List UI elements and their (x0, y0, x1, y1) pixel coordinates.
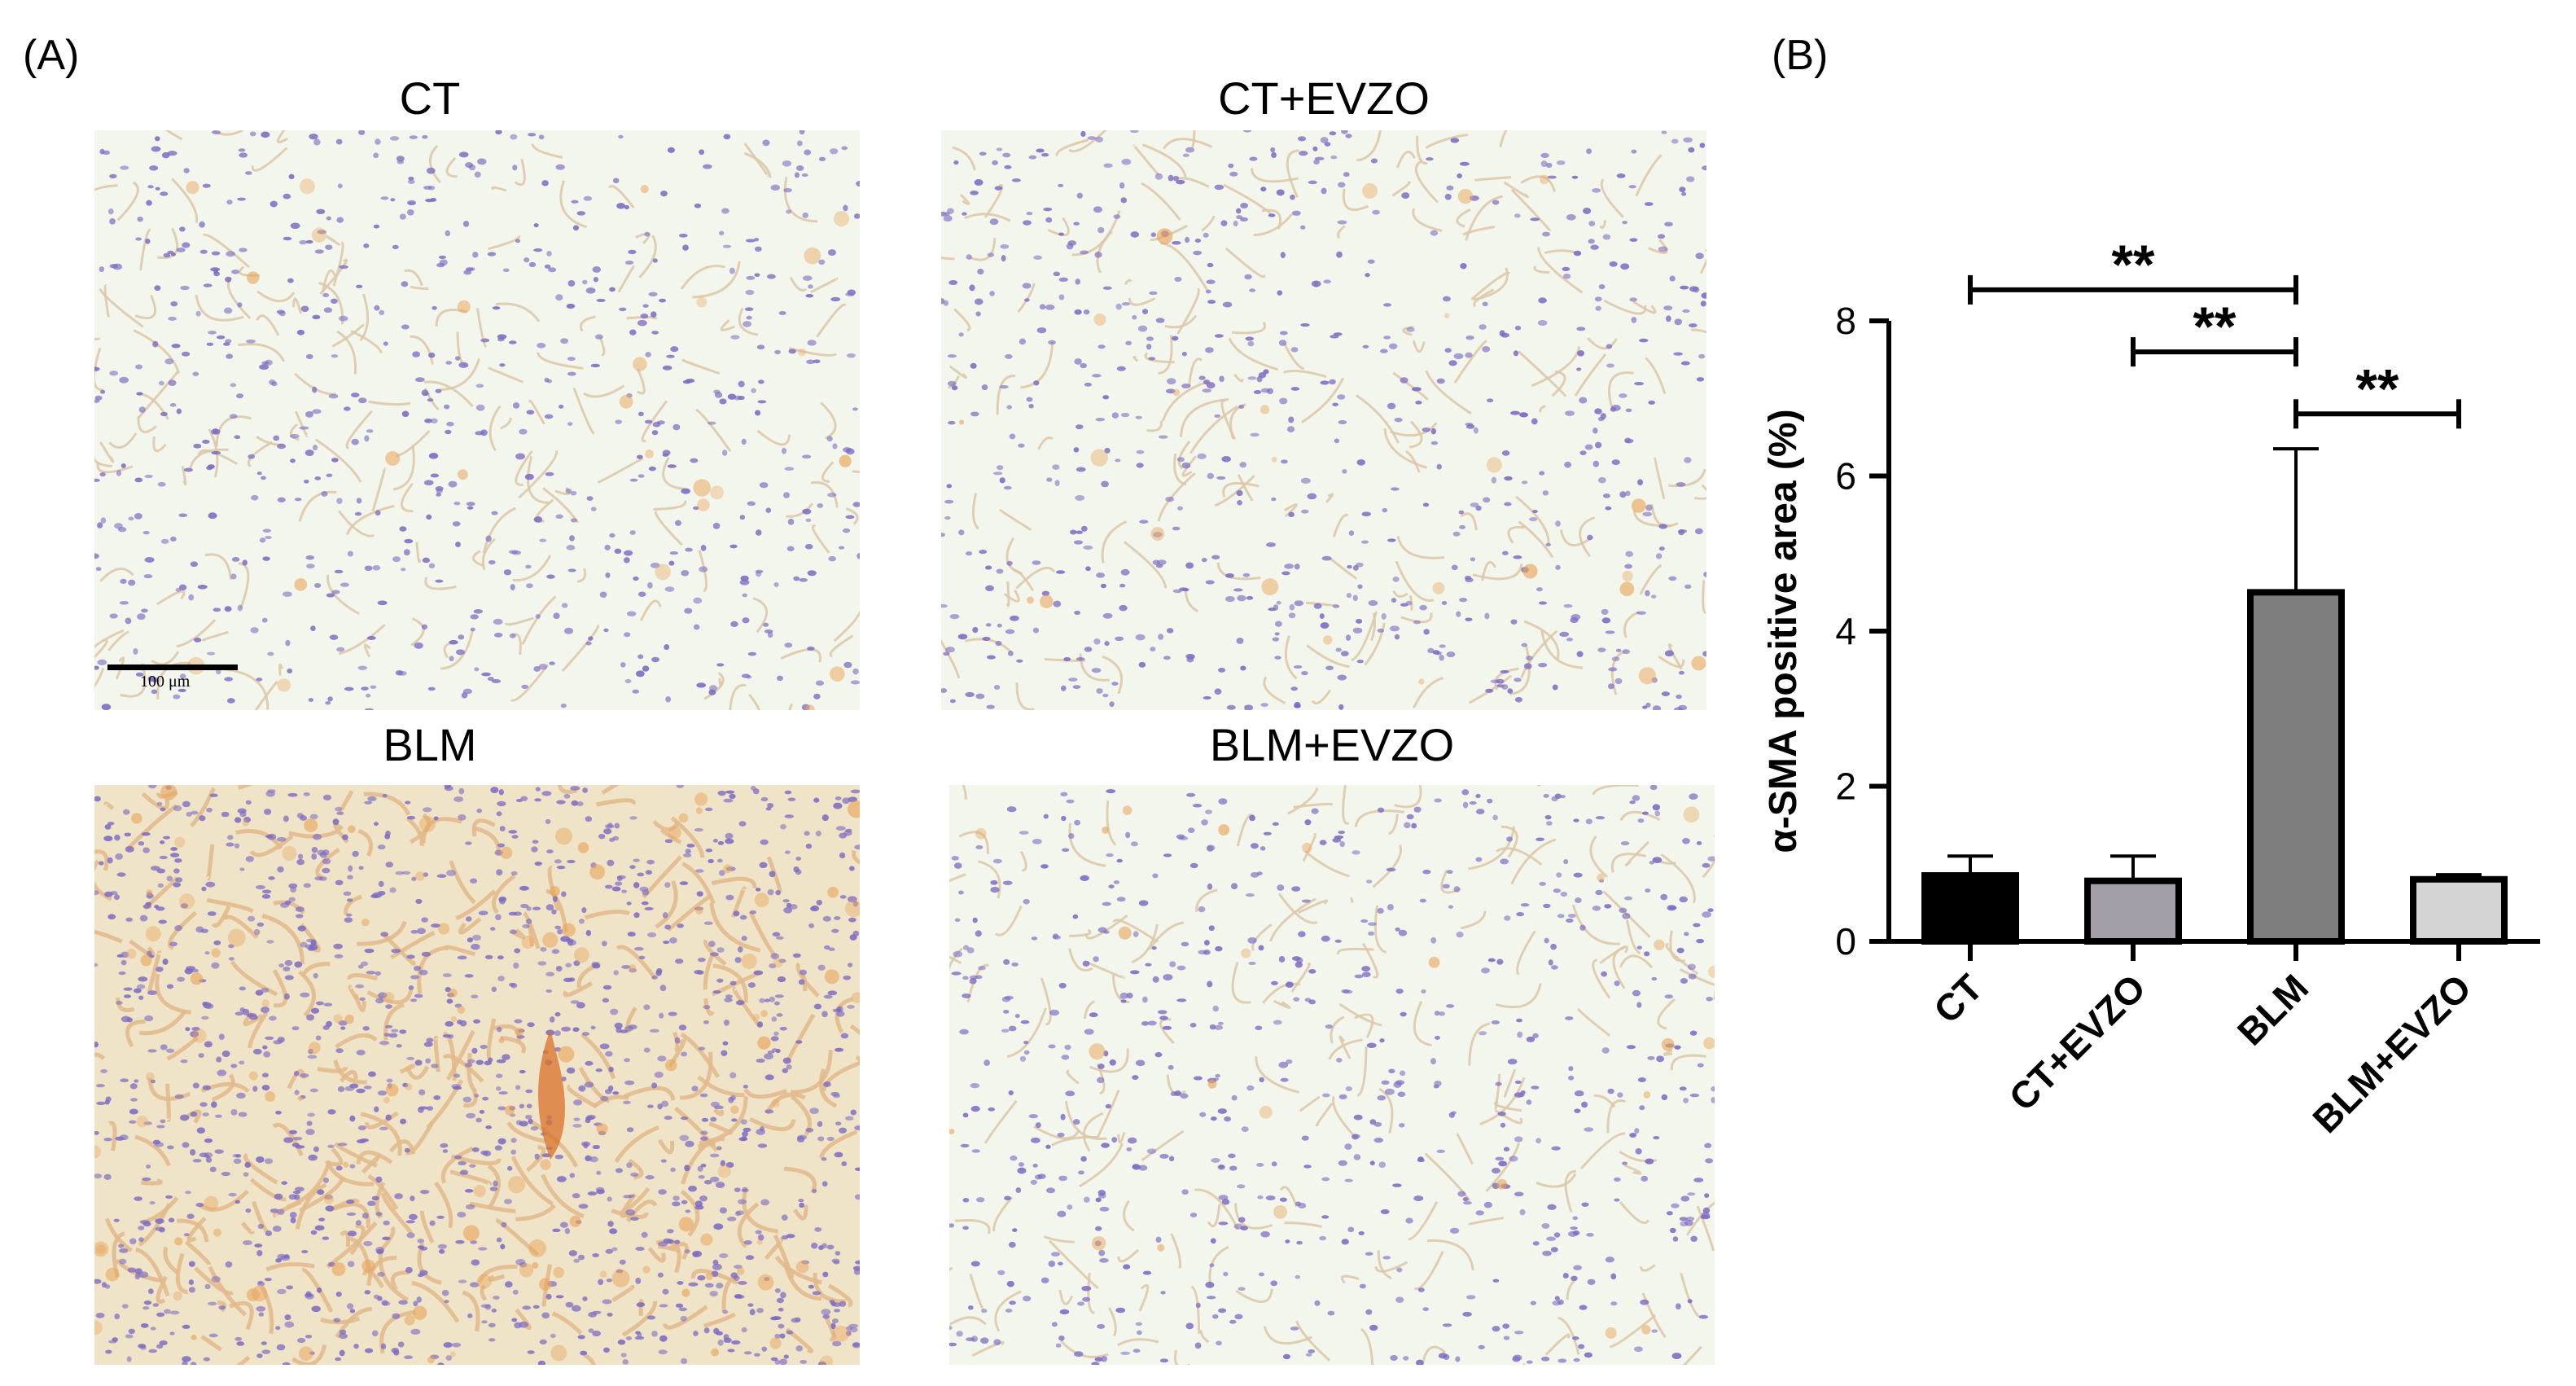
image-title-blm: BLM (383, 719, 477, 770)
image-title-ct: CT (399, 72, 461, 124)
panel-a-label: (A) (23, 32, 80, 79)
bar-ct-evzo (2084, 877, 2182, 945)
y-tick-label: 6 (1835, 455, 1856, 498)
y-axis-label: α-SMA positive area (%) (1762, 409, 1805, 853)
micrograph-ct (94, 130, 860, 710)
scale-bar-label: 100 μm (140, 673, 191, 691)
x-tick-label: CT+EVZO (2000, 966, 2153, 1119)
significance-bracket: ** (2293, 357, 2461, 429)
micrograph-blm-evzo (949, 785, 1715, 1365)
bar-blm (2247, 589, 2345, 945)
image-title-blm-evzo: BLM+EVZO (1209, 719, 1455, 770)
significance-bracket: ** (2131, 296, 2298, 367)
significance-label: ** (2193, 296, 2236, 357)
bar-chart: 0 2 4 6 8 α-SMA positive area (%) CT CT+EVZO BLM… (1762, 234, 2540, 1141)
y-tick-label: 8 (1835, 300, 1856, 342)
micrograph-blm (94, 785, 860, 1365)
image-title-ct-evzo: CT+EVZO (1218, 72, 1430, 124)
y-tick-label: 4 (1835, 610, 1856, 652)
scale-bar (107, 664, 238, 670)
panel-b-label: (B) (1772, 32, 1829, 79)
significance-label: ** (2112, 234, 2155, 296)
bar-blm-evzo (2410, 875, 2508, 945)
y-tick-label: 0 (1835, 920, 1856, 963)
micrograph-ct-evzo (941, 130, 1706, 710)
bar-ct (1921, 872, 2019, 945)
y-tick-label: 2 (1835, 765, 1856, 808)
x-tick-label: BLM+EVZO (2304, 966, 2479, 1141)
x-tick-label: CT (1925, 966, 1991, 1031)
x-tick-label: BLM (2229, 966, 2316, 1053)
significance-label: ** (2356, 357, 2399, 419)
significance-bracket: ** (1968, 234, 2298, 305)
